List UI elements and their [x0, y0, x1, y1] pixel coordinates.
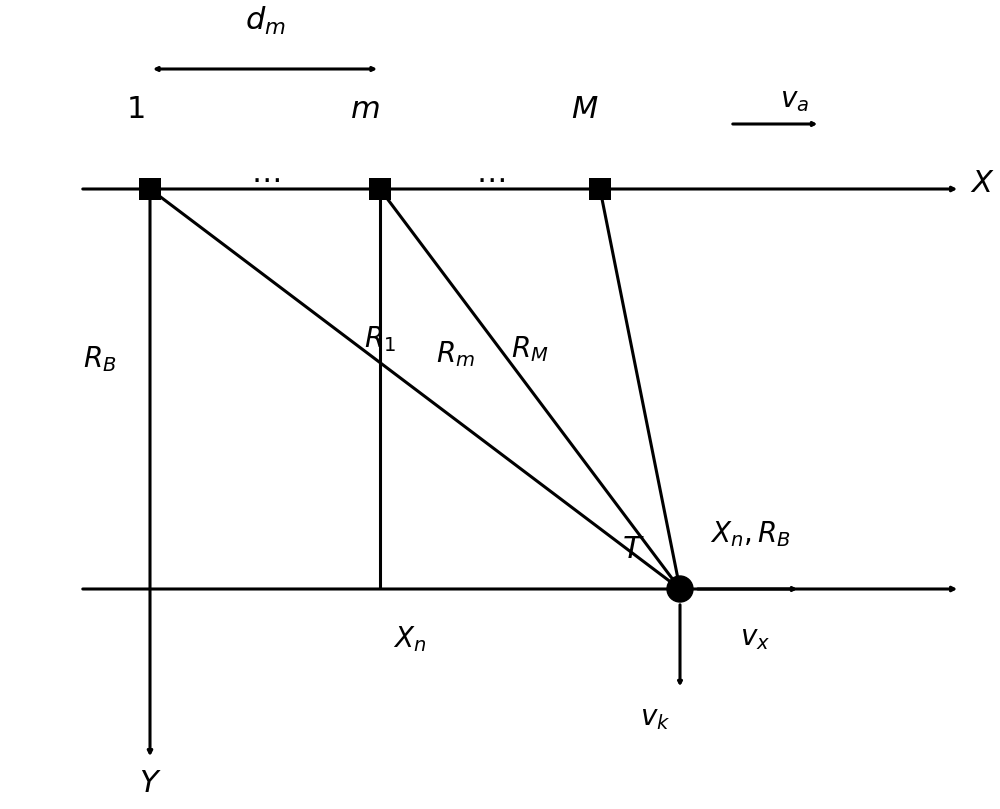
Text: $X_n$: $X_n$ [393, 624, 427, 654]
Text: $v_a$: $v_a$ [780, 86, 810, 114]
Circle shape [667, 576, 693, 602]
Text: $R_M$: $R_M$ [511, 334, 549, 364]
Text: $m$: $m$ [350, 95, 380, 124]
Bar [139, 178, 161, 200]
Text: $X_n, R_B$: $X_n, R_B$ [710, 519, 791, 549]
Text: $X$: $X$ [970, 170, 995, 198]
Text: $\cdots$: $\cdots$ [251, 164, 279, 193]
Text: $M$: $M$ [571, 95, 599, 124]
Text: $d_m$: $d_m$ [245, 5, 285, 37]
Text: $Y$: $Y$ [139, 769, 161, 798]
Text: $R_B$: $R_B$ [83, 344, 117, 374]
Text: $v_x$: $v_x$ [740, 624, 770, 652]
Text: $v_k$: $v_k$ [640, 704, 670, 732]
Text: $R_m$: $R_m$ [436, 339, 474, 369]
Text: $T$: $T$ [622, 535, 645, 564]
Bar [369, 178, 391, 200]
Bar [589, 178, 611, 200]
Text: $1$: $1$ [126, 95, 144, 124]
Text: $\cdots$: $\cdots$ [476, 164, 504, 193]
Text: $R_1$: $R_1$ [364, 324, 396, 354]
